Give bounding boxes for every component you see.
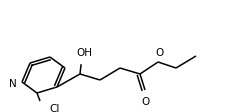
Text: Cl: Cl — [49, 104, 59, 112]
Text: O: O — [142, 97, 150, 107]
Text: N: N — [9, 79, 17, 89]
Text: O: O — [156, 48, 164, 58]
Text: OH: OH — [76, 48, 92, 58]
